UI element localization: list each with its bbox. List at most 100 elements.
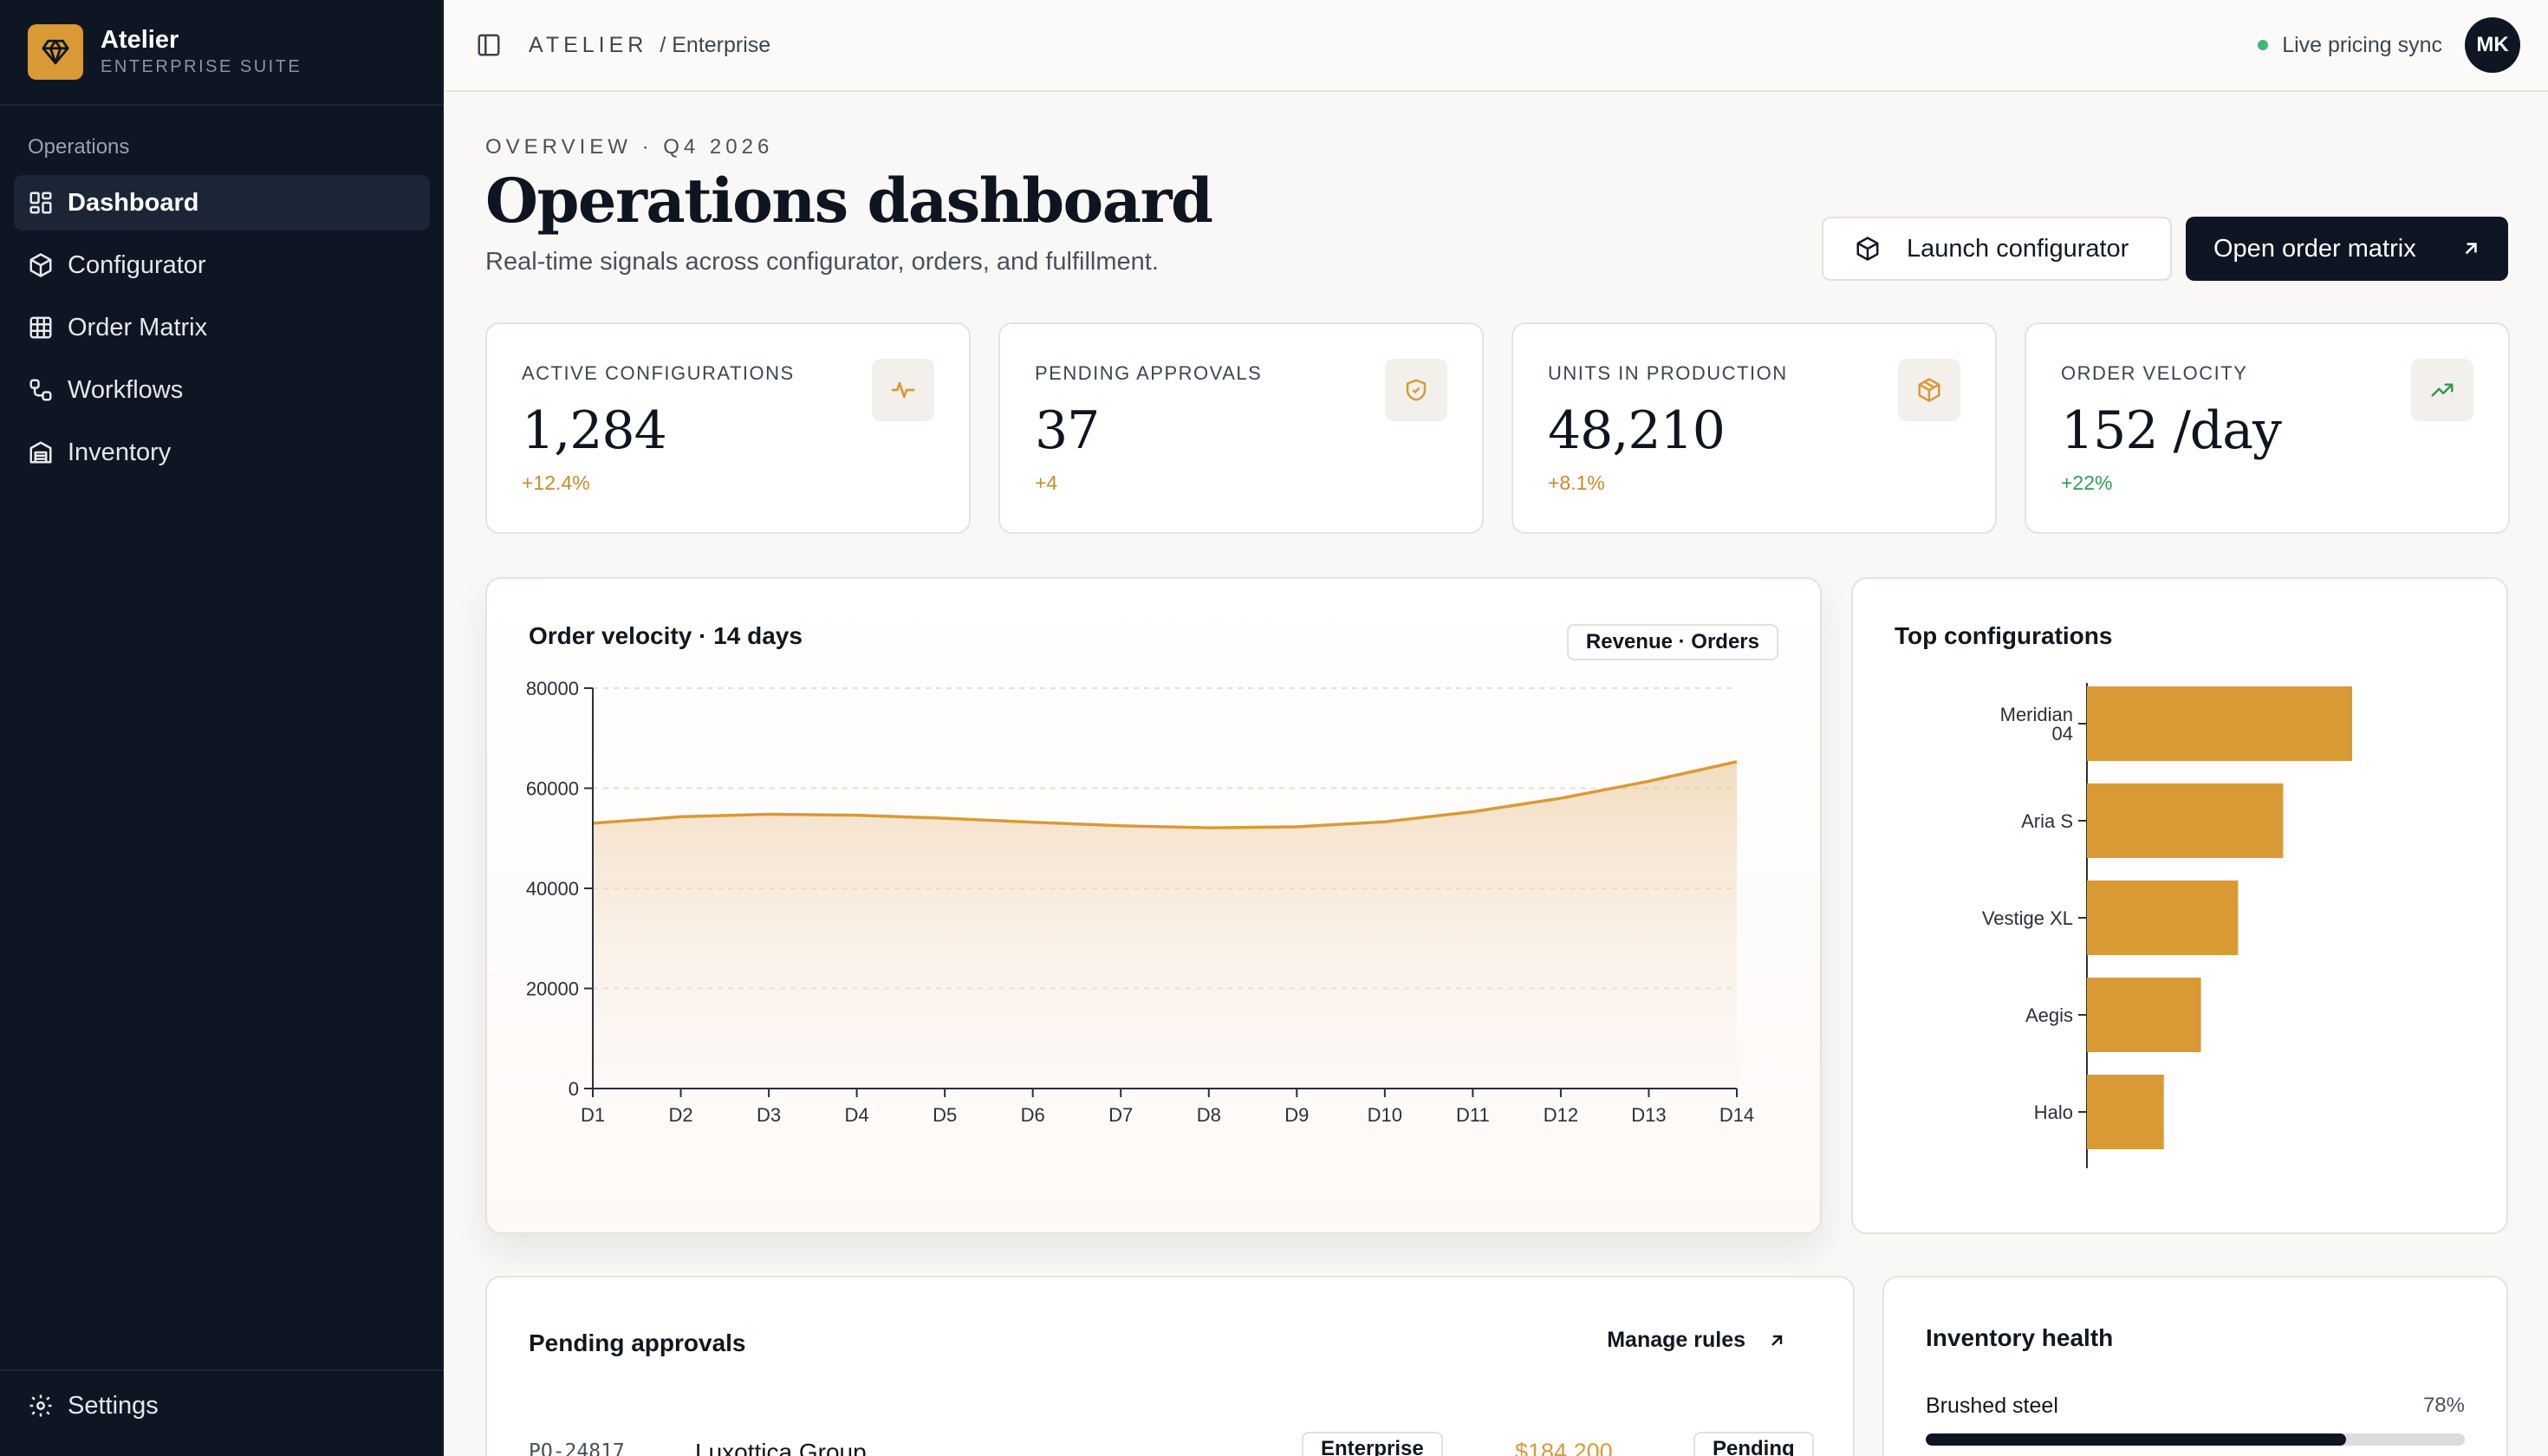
manage-rules-link[interactable]: Manage rules [1607, 1328, 1787, 1353]
bar [2087, 686, 2352, 761]
kpi-value: 37 [1035, 400, 1100, 461]
arrow-up-right-icon [1771, 1335, 1783, 1346]
tier-badge: Enterprise [1302, 1432, 1443, 1456]
cube-icon [29, 253, 52, 277]
category-label: Aegis [2025, 1004, 2073, 1026]
nav-section-label: Operations [28, 135, 130, 159]
sidebar-item-label: Workflows [68, 375, 184, 404]
sidebar-item-settings[interactable]: Settings [14, 1378, 430, 1433]
category-label: Halo [2034, 1102, 2073, 1123]
category-label: Vestige XL [1982, 907, 2073, 929]
kpi-card-pending-approvals[interactable]: Pending approvals 37 +4 [998, 322, 1484, 534]
grid-icon [29, 192, 52, 214]
shield-check-icon [1385, 359, 1447, 421]
kpi-value: 48,210 [1548, 400, 1726, 461]
brand[interactable]: Atelier ENTERPRISE SUITE [0, 0, 444, 106]
kpi-label: Active configurations [522, 362, 795, 384]
sidebar-item-label: Inventory [68, 438, 172, 466]
bar [2087, 783, 2284, 858]
sidebar: Atelier ENTERPRISE SUITE Operations Dash… [0, 0, 444, 1456]
avatar[interactable]: MK [2465, 17, 2520, 73]
sidebar-item-configurator[interactable]: Configurator [14, 237, 430, 293]
bar [2087, 1075, 2164, 1149]
order-velocity-chart: 0 20000 40000 60000 80000 D1 D2 D3 D4 D5 D6 D7 D8 D9 D… [526, 678, 1754, 1126]
sidebar-item-label: Dashboard [68, 188, 199, 217]
sidebar-toggle-button[interactable] [471, 28, 506, 62]
kpi-label: Order velocity [2061, 362, 2248, 384]
sidebar-item-label: Order Matrix [68, 313, 208, 341]
order-velocity-panel: Order velocity · 14 days Revenue · Order… [485, 577, 1822, 1234]
top-configurations-panel: Top configurations Meridian 04 Aria S Vesti… [1851, 577, 2508, 1234]
inventory-health-panel: Inventory health Brushed steel 78% [1882, 1276, 2508, 1456]
sidebar-item-label: Settings [68, 1391, 159, 1420]
inventory-level-fill [1926, 1433, 2347, 1446]
gem-icon [28, 24, 83, 80]
sidebar-item-workflows[interactable]: Workflows [14, 362, 430, 418]
area-fill [593, 761, 1737, 1089]
y-tick-label: 80000 [526, 678, 579, 699]
launch-configurator-button[interactable]: Launch configurator [1822, 217, 2172, 281]
workflow-icon [29, 379, 52, 401]
x-tick-label: D12 [1544, 1104, 1578, 1126]
inventory-health-title: Inventory health [1926, 1324, 2114, 1351]
page-overline: OVERVIEW · Q4 2026 [485, 135, 774, 159]
kpi-card-active-configurations[interactable]: Active configurations 1,284 +12.4% [485, 322, 971, 534]
y-tick-label: 40000 [526, 878, 579, 900]
sidebar-item-inventory[interactable]: Inventory [14, 425, 430, 480]
category-label: Meridian [2000, 704, 2073, 725]
inventory-level-track [1926, 1433, 2465, 1446]
topbar: ATELIER / Enterprise Live pricing sync M… [444, 0, 2548, 92]
x-tick-label: D8 [1197, 1104, 1221, 1126]
x-tick-label: D1 [581, 1104, 605, 1126]
x-tick-label: D3 [757, 1104, 781, 1126]
inventory-item-name: Brushed steel [1926, 1394, 2058, 1418]
inventory-item-percent: 78% [2422, 1394, 2465, 1417]
kpi-value: 1,284 [522, 400, 667, 461]
breadcrumb-current[interactable]: / Enterprise [660, 32, 771, 57]
y-tick-label: 20000 [526, 978, 579, 1000]
table-row[interactable]: PO-24817 Luxottica Group Enterprise $184… [487, 1432, 1853, 1456]
table-icon [29, 316, 52, 339]
bar [2087, 881, 2239, 955]
pending-approvals-panel: Pending approvals Manage rules PO-24817 … [485, 1276, 1855, 1456]
breadcrumb-brand[interactable]: ATELIER [529, 32, 648, 57]
open-order-matrix-button[interactable]: Open order matrix [2186, 217, 2508, 281]
trend-up-icon [2411, 359, 2473, 421]
category-label: 04 [2052, 723, 2073, 744]
warehouse-icon [29, 441, 52, 464]
sidebar-item-order-matrix[interactable]: Order Matrix [14, 300, 430, 355]
kpi-delta: +8.1% [1548, 471, 1605, 494]
kpi-delta: +22% [2061, 471, 2113, 494]
x-tick-label: D7 [1108, 1104, 1133, 1126]
package-icon [1898, 359, 1960, 421]
live-status-text: Live pricing sync [2282, 32, 2442, 57]
order-amount: $184,200 [1515, 1439, 1613, 1456]
sidebar-item-label: Configurator [68, 250, 206, 279]
activity-icon [872, 359, 934, 421]
sidebar-item-dashboard[interactable]: Dashboard [14, 175, 430, 231]
order-id: PO-24817 [529, 1440, 625, 1456]
kpi-card-order-velocity[interactable]: Order velocity 152 /day +22% [2025, 322, 2510, 534]
x-tick-label: D14 [1719, 1104, 1754, 1126]
kpi-card-units-in-production[interactable]: Units in production 48,210 +8.1% [1511, 322, 1997, 534]
cube-icon [1856, 237, 1879, 261]
x-tick-label: D6 [1021, 1104, 1045, 1126]
live-status-dot [2258, 40, 2269, 50]
bar [2087, 978, 2201, 1052]
series-line [592, 760, 1738, 829]
y-tick-label: 60000 [526, 778, 579, 800]
client-name: Luxottica Group [695, 1439, 867, 1456]
series-toggle-chip[interactable]: Revenue · Orders [1566, 624, 1778, 660]
x-tick-label: D4 [845, 1104, 869, 1126]
kpi-delta: +4 [1035, 471, 1058, 494]
x-tick-label: D13 [1631, 1104, 1666, 1126]
pending-approvals-title: Pending approvals [529, 1329, 746, 1356]
launch-configurator-label: Launch configurator [1907, 234, 2129, 263]
kpi-label: Units in production [1548, 362, 1788, 384]
x-tick-label: D5 [933, 1104, 957, 1126]
x-tick-label: D11 [1456, 1104, 1490, 1126]
x-tick-label: D9 [1284, 1104, 1309, 1126]
main-content: ATELIER / Enterprise Live pricing sync M… [444, 0, 2548, 1456]
open-order-matrix-label: Open order matrix [2213, 234, 2416, 263]
page-title: Operations dashboard [485, 165, 1213, 237]
